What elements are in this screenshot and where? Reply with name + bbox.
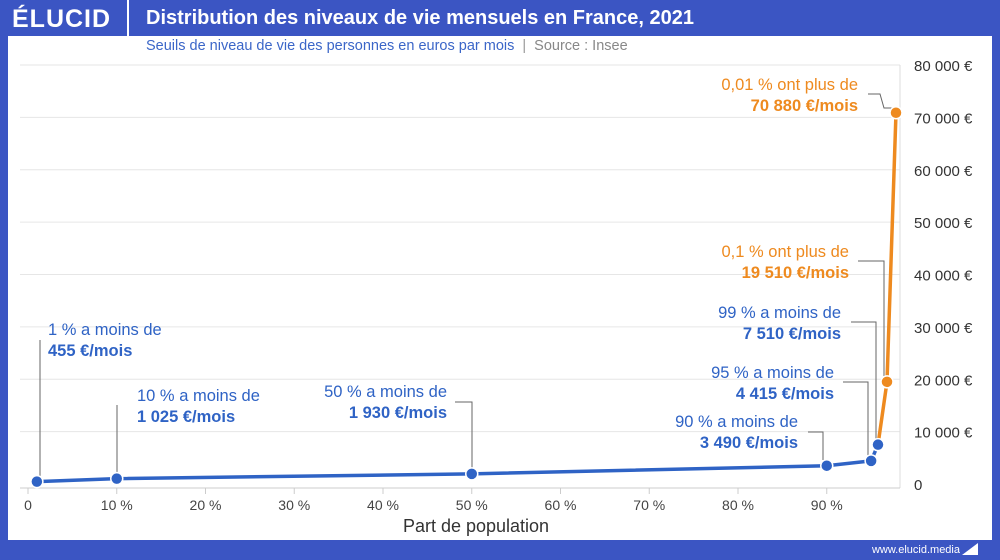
subtitle-separator: | xyxy=(522,38,527,54)
data-label: 90 % a moins de 3 490 €/mois xyxy=(675,412,798,454)
data-label: 0,01 % ont plus de 70 880 €/mois xyxy=(721,75,858,117)
chart-frame xyxy=(8,36,992,540)
leader-line xyxy=(455,401,473,470)
data-point xyxy=(110,471,124,486)
elucid-logo: ÉLUCID xyxy=(12,5,112,33)
y-tick-label: 50 000 € xyxy=(914,215,973,232)
leader-line xyxy=(858,260,885,376)
chart-title: Distribution des niveaux de vie mensuels… xyxy=(146,7,694,29)
y-tick-label: 10 000 € xyxy=(914,425,973,442)
y-tick-label: 40 000 € xyxy=(914,268,973,285)
x-tick-label: 50 % xyxy=(456,497,488,513)
x-tick-label: 10 % xyxy=(101,497,133,513)
data-label-text: 0,01 % ont plus de xyxy=(721,76,858,94)
x-tick-label: 0 xyxy=(24,497,32,513)
leader-line xyxy=(868,93,892,109)
data-label: 99 % a moins de 7 510 €/mois xyxy=(718,303,841,345)
leader-line xyxy=(808,431,824,460)
data-label-value: 455 €/mois xyxy=(48,342,133,360)
data-point xyxy=(465,467,479,481)
data-label-text: 90 % a moins de xyxy=(675,413,798,431)
y-tick-label: 60 000 € xyxy=(914,163,973,180)
data-point xyxy=(880,375,894,389)
data-label-value: 70 880 €/mois xyxy=(750,97,858,115)
data-label: 50 % a moins de 1 930 €/mois xyxy=(324,382,447,424)
data-label-value: 7 510 €/mois xyxy=(742,325,841,343)
footer-url[interactable]: www.elucid.media xyxy=(871,544,960,556)
data-label-text: 99 % a moins de xyxy=(718,304,841,322)
series-line-high xyxy=(876,112,898,445)
data-point xyxy=(871,437,885,452)
y-tick-label: 70 000 € xyxy=(914,110,973,127)
header: ÉLUCID Distribution des niveaux de vie m… xyxy=(0,0,1000,36)
data-label-text: 1 % a moins de xyxy=(48,321,162,339)
y-tick-label: 20 000 € xyxy=(914,372,973,389)
x-axis-label: Part de population xyxy=(403,516,549,536)
data-label-text: 0,1 % ont plus de xyxy=(721,243,849,261)
data-label-value: 4 415 €/mois xyxy=(735,385,834,403)
data-point xyxy=(30,474,44,489)
x-tick-label: 60 % xyxy=(545,497,577,513)
data-label: 95 % a moins de 4 415 €/mois xyxy=(711,363,834,405)
elucid-flag-icon xyxy=(962,543,978,555)
header-separator xyxy=(127,0,129,36)
data-label-value: 19 510 €/mois xyxy=(741,264,849,282)
data-label-value: 1 025 €/mois xyxy=(137,408,236,426)
leader-line xyxy=(843,381,869,456)
x-tick-label: 80 % xyxy=(722,497,754,513)
data-label-text: 10 % a moins de xyxy=(137,387,260,405)
x-tick-label: 40 % xyxy=(367,497,399,513)
x-tick-label: 30 % xyxy=(278,497,310,513)
data-point xyxy=(820,458,834,473)
x-tick-label: 70 % xyxy=(633,497,665,513)
subtitle-text: Seuils de niveau de vie des personnes en… xyxy=(146,38,515,54)
y-tick-label: 0 xyxy=(914,477,922,494)
x-tick-label: 90 % xyxy=(811,497,843,513)
data-label: 1 % a moins de 455 €/mois xyxy=(48,320,162,362)
data-label-text: 95 % a moins de xyxy=(711,364,834,382)
data-label: 0,1 % ont plus de 19 510 €/mois xyxy=(721,242,849,284)
data-point xyxy=(864,454,878,468)
data-label-value: 1 930 €/mois xyxy=(348,404,447,422)
data-label: 10 % a moins de 1 025 €/mois xyxy=(137,386,260,428)
source-text: Source : Insee xyxy=(534,38,628,54)
y-tick-label: 80 000 € xyxy=(914,58,973,75)
x-tick-label: 20 % xyxy=(190,497,222,513)
y-tick-label: 30 000 € xyxy=(914,320,973,337)
data-label-value: 3 490 €/mois xyxy=(699,434,798,452)
leader-line xyxy=(851,321,877,440)
chart-subtitle: Seuils de niveau de vie des personnes en… xyxy=(146,38,628,54)
data-label-text: 50 % a moins de xyxy=(324,383,447,401)
data-point xyxy=(889,106,903,120)
